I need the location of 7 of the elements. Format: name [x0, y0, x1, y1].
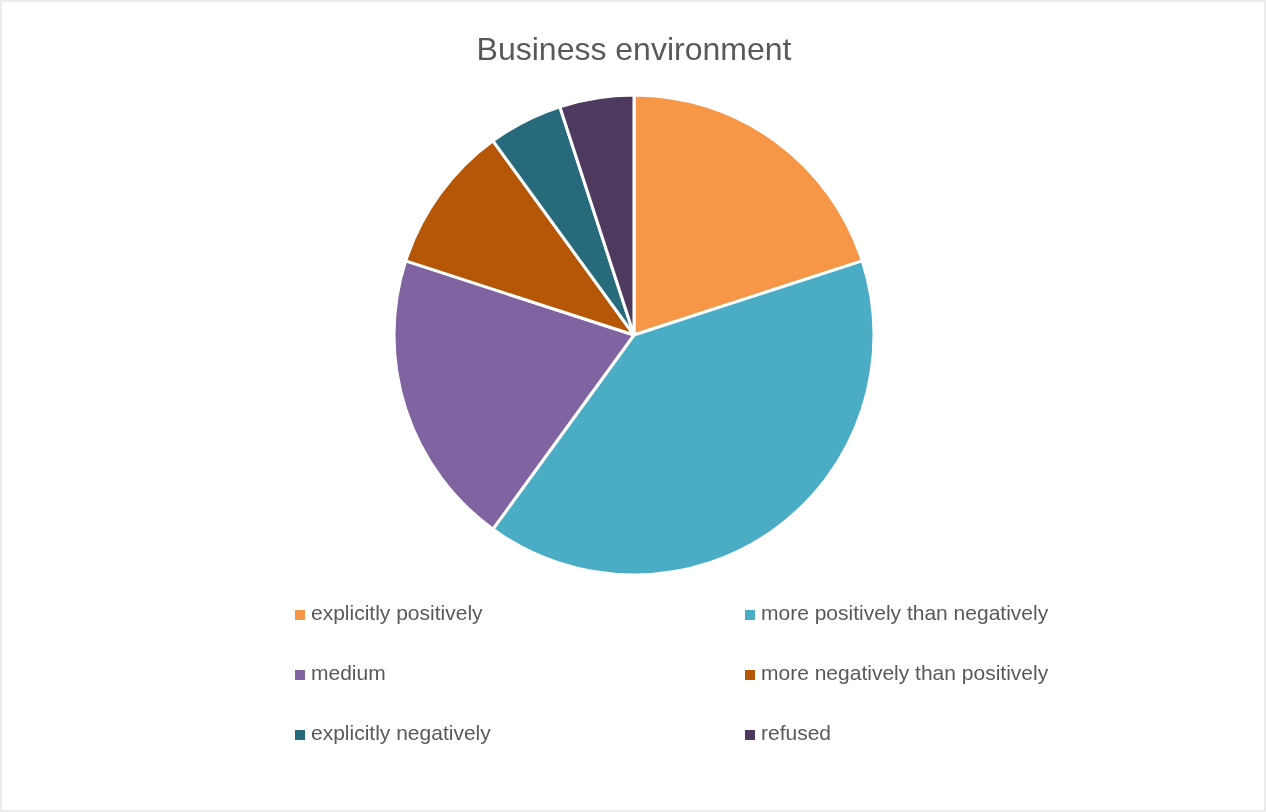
- legend-label: more negatively than positively: [761, 661, 1049, 684]
- legend-label: explicitly positively: [311, 601, 484, 624]
- legend-label: medium: [311, 661, 386, 684]
- legend-label: refused: [761, 721, 832, 744]
- legend-label: more positively than negatively: [761, 601, 1049, 624]
- chart-title: Business environment: [476, 31, 792, 67]
- legend-label: explicitly negatively: [311, 721, 492, 744]
